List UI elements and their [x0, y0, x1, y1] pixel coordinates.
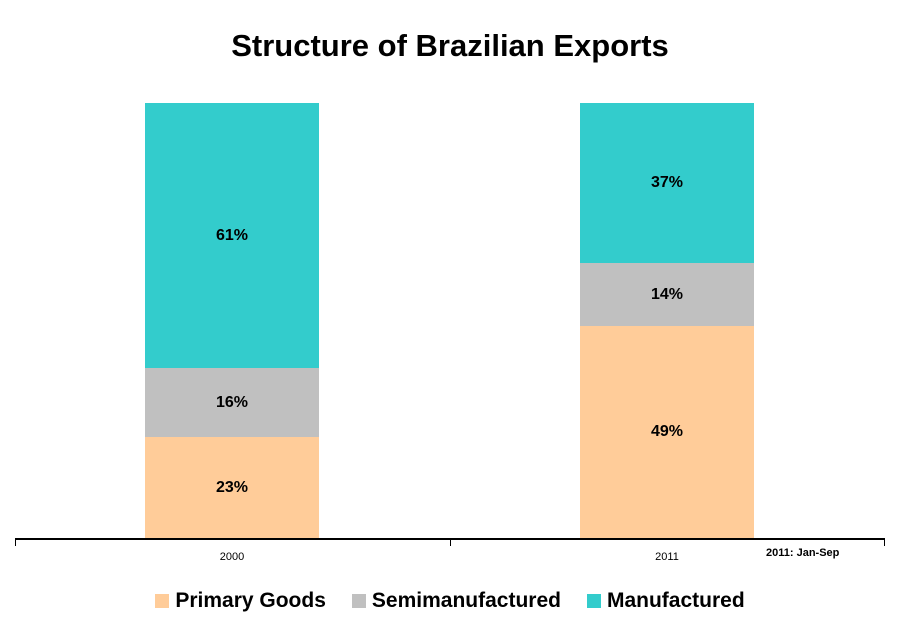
legend-item-manufactured: Manufactured [586, 589, 745, 613]
segment-semimanufactured-2011: 14% [580, 263, 754, 326]
bar-2000: 61% 16% 23% [145, 103, 319, 538]
value-label: 23% [215, 478, 249, 496]
legend: Primary Goods Semimanufactured Manufactu… [0, 589, 900, 613]
chart-title: Structure of Brazilian Exports [231, 28, 669, 63]
value-label: 37% [650, 174, 684, 191]
segment-manufactured-2011: 37% [580, 103, 754, 263]
value-label: 14% [650, 285, 684, 303]
value-label: 16% [215, 393, 249, 411]
legend-item-semimanufactured: Semimanufactured [351, 589, 561, 613]
swatch-semimanufactured-icon [351, 594, 366, 608]
legend-label: Semimanufactured [371, 589, 561, 612]
footnote: 2011: Jan-Sep [766, 547, 840, 559]
swatch-manufactured-icon [586, 594, 601, 608]
axis-tick [450, 538, 451, 546]
legend-label: Manufactured [606, 589, 745, 612]
segment-primary-2011: 49% [580, 326, 754, 538]
x-label-2011: 2011 [655, 551, 679, 563]
segment-manufactured-2000: 61% [145, 103, 319, 368]
x-label-2000: 2000 [219, 551, 245, 563]
swatch-primary-icon [155, 594, 170, 608]
legend-item-primary: Primary Goods [155, 589, 326, 613]
segment-primary-2000: 23% [145, 437, 319, 538]
legend-label: Primary Goods [175, 589, 326, 612]
value-label: 61% [215, 226, 249, 244]
axis-tick [15, 538, 16, 546]
segment-semimanufactured-2000: 16% [145, 368, 319, 437]
axis-tick [884, 538, 885, 546]
bar-2011: 37% 14% 49% [580, 103, 754, 538]
value-label: 49% [650, 423, 684, 440]
